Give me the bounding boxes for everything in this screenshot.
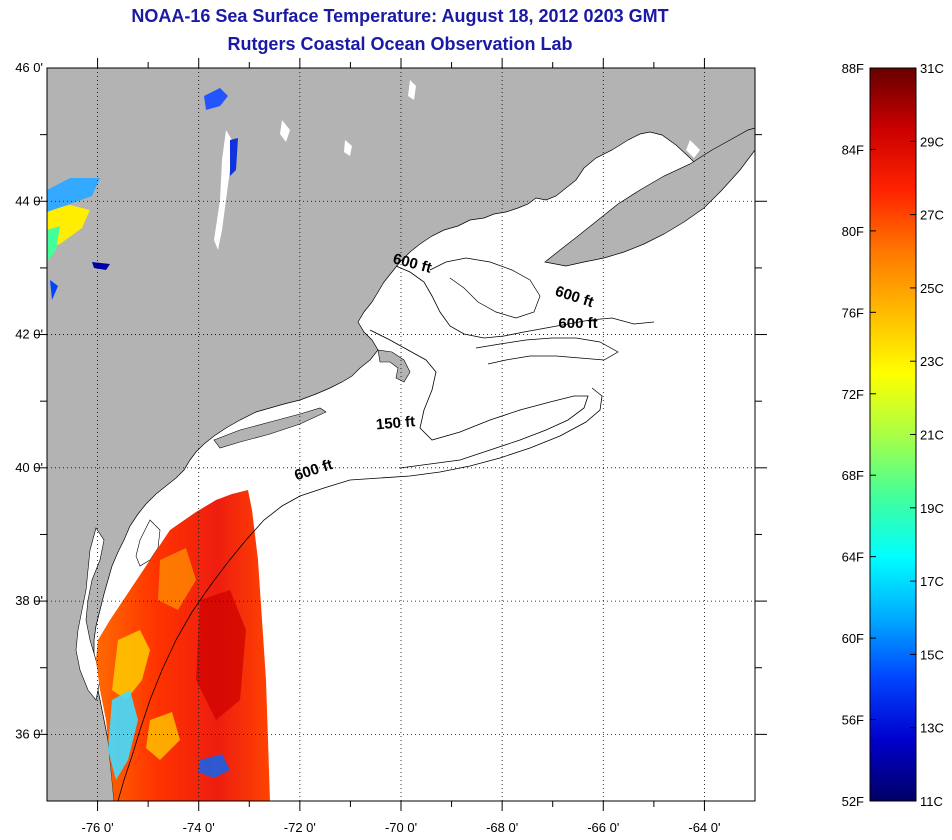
- isobath-600ft-north: [395, 265, 655, 339]
- lake: [280, 120, 290, 142]
- isobath-600ft-georges: [475, 337, 619, 365]
- sst-cool-patch: [112, 630, 150, 700]
- sst-spot: [92, 262, 110, 270]
- isobath-600ft-gulf: [429, 257, 541, 319]
- lon-label: -76 0': [82, 820, 114, 835]
- colorbar-f-label: 52F: [842, 794, 864, 809]
- lake: [686, 140, 700, 158]
- colorbar-c-label: 25C: [920, 281, 944, 296]
- colorbar-c-label: 27C: [920, 208, 944, 223]
- lat-label: 38 0': [15, 593, 43, 608]
- colorbar-f-label: 68F: [842, 468, 864, 483]
- land-mainland: [47, 68, 755, 801]
- latitude-labels: 46 0' 44 0' 42 0' 40 0' 38 0' 36 0': [15, 60, 43, 741]
- map-subtitle: Rutgers Coastal Ocean Observation Lab: [227, 34, 573, 54]
- sst-spot: [50, 280, 58, 300]
- sst-warm-patch: [196, 590, 246, 720]
- long-island: [213, 407, 327, 449]
- lon-label: -64 0': [688, 820, 720, 835]
- colorbar-c-label: 23C: [920, 354, 944, 369]
- sst-spot: [47, 178, 100, 212]
- sst-warm-patch: [146, 712, 180, 760]
- longitude-labels: -76 0' -74 0' -72 0' -70 0' -68 0' -66 0' -64 …: [82, 820, 721, 835]
- colorbar-f-label: 80F: [842, 224, 864, 239]
- colorbar-f-label: 76F: [842, 305, 864, 320]
- axis-ticks: [35, 58, 767, 811]
- colorbar-c-label: 31C: [920, 61, 944, 76]
- lat-label: 40 0': [15, 460, 43, 475]
- colorbar-c-label: 13C: [920, 721, 944, 736]
- colorbar-c-label: 17C: [920, 574, 944, 589]
- colorbar-f-label: 88F: [842, 61, 864, 76]
- sst-spot: [204, 88, 228, 110]
- cape-cod: [377, 349, 411, 383]
- colorbar-celsius-labels: 31C 29C 27C 25C 23C 21C 19C 17C 15C 13C 11C: [920, 61, 944, 809]
- colorbar-c-label: 11C: [920, 794, 943, 809]
- lon-label: -66 0': [587, 820, 619, 835]
- lon-label: -68 0': [486, 820, 518, 835]
- colorbar-fahrenheit-labels: 88F 84F 80F 76F 72F 68F 64F 60F 56F 52F: [842, 61, 864, 809]
- colorbar-f-label: 84F: [842, 142, 864, 157]
- lake: [214, 130, 232, 250]
- sst-swath: [96, 490, 270, 801]
- delaware-bay: [135, 519, 161, 567]
- lon-label: -70 0': [385, 820, 417, 835]
- lat-label: 46 0': [15, 60, 43, 75]
- colorbar-ticks: [870, 67, 916, 802]
- nova-scotia: [544, 127, 755, 267]
- sst-spot: [47, 226, 60, 262]
- lake: [408, 80, 416, 100]
- lake: [344, 140, 352, 156]
- contour-label: 150 ft: [375, 413, 416, 433]
- lon-label: -72 0': [284, 820, 316, 835]
- colorbar-c-label: 29C: [920, 134, 944, 149]
- lat-label: 42 0': [15, 327, 43, 342]
- colorbar: [869, 67, 917, 802]
- sst-cool-patch: [108, 690, 138, 780]
- sst-cool-patch: [198, 754, 230, 778]
- map-title: NOAA-16 Sea Surface Temperature: August …: [131, 6, 669, 26]
- colorbar-c-label: 15C: [920, 647, 944, 662]
- lon-label: -74 0': [183, 820, 215, 835]
- isobath-150ft: [369, 329, 589, 469]
- colorbar-f-label: 60F: [842, 631, 864, 646]
- chesapeake-bay: [75, 527, 105, 701]
- sst-warm-patch: [158, 548, 196, 610]
- sst-spot: [230, 138, 238, 176]
- contour-label: 600 ft: [558, 315, 597, 332]
- colorbar-f-label: 72F: [842, 387, 864, 402]
- colorbar-c-label: 21C: [920, 428, 944, 443]
- lat-label: 44 0': [15, 193, 43, 208]
- colorbar-f-label: 64F: [842, 550, 864, 565]
- colorbar-f-label: 56F: [842, 713, 864, 728]
- lat-label: 36 0': [15, 726, 43, 741]
- colorbar-c-label: 19C: [920, 501, 944, 516]
